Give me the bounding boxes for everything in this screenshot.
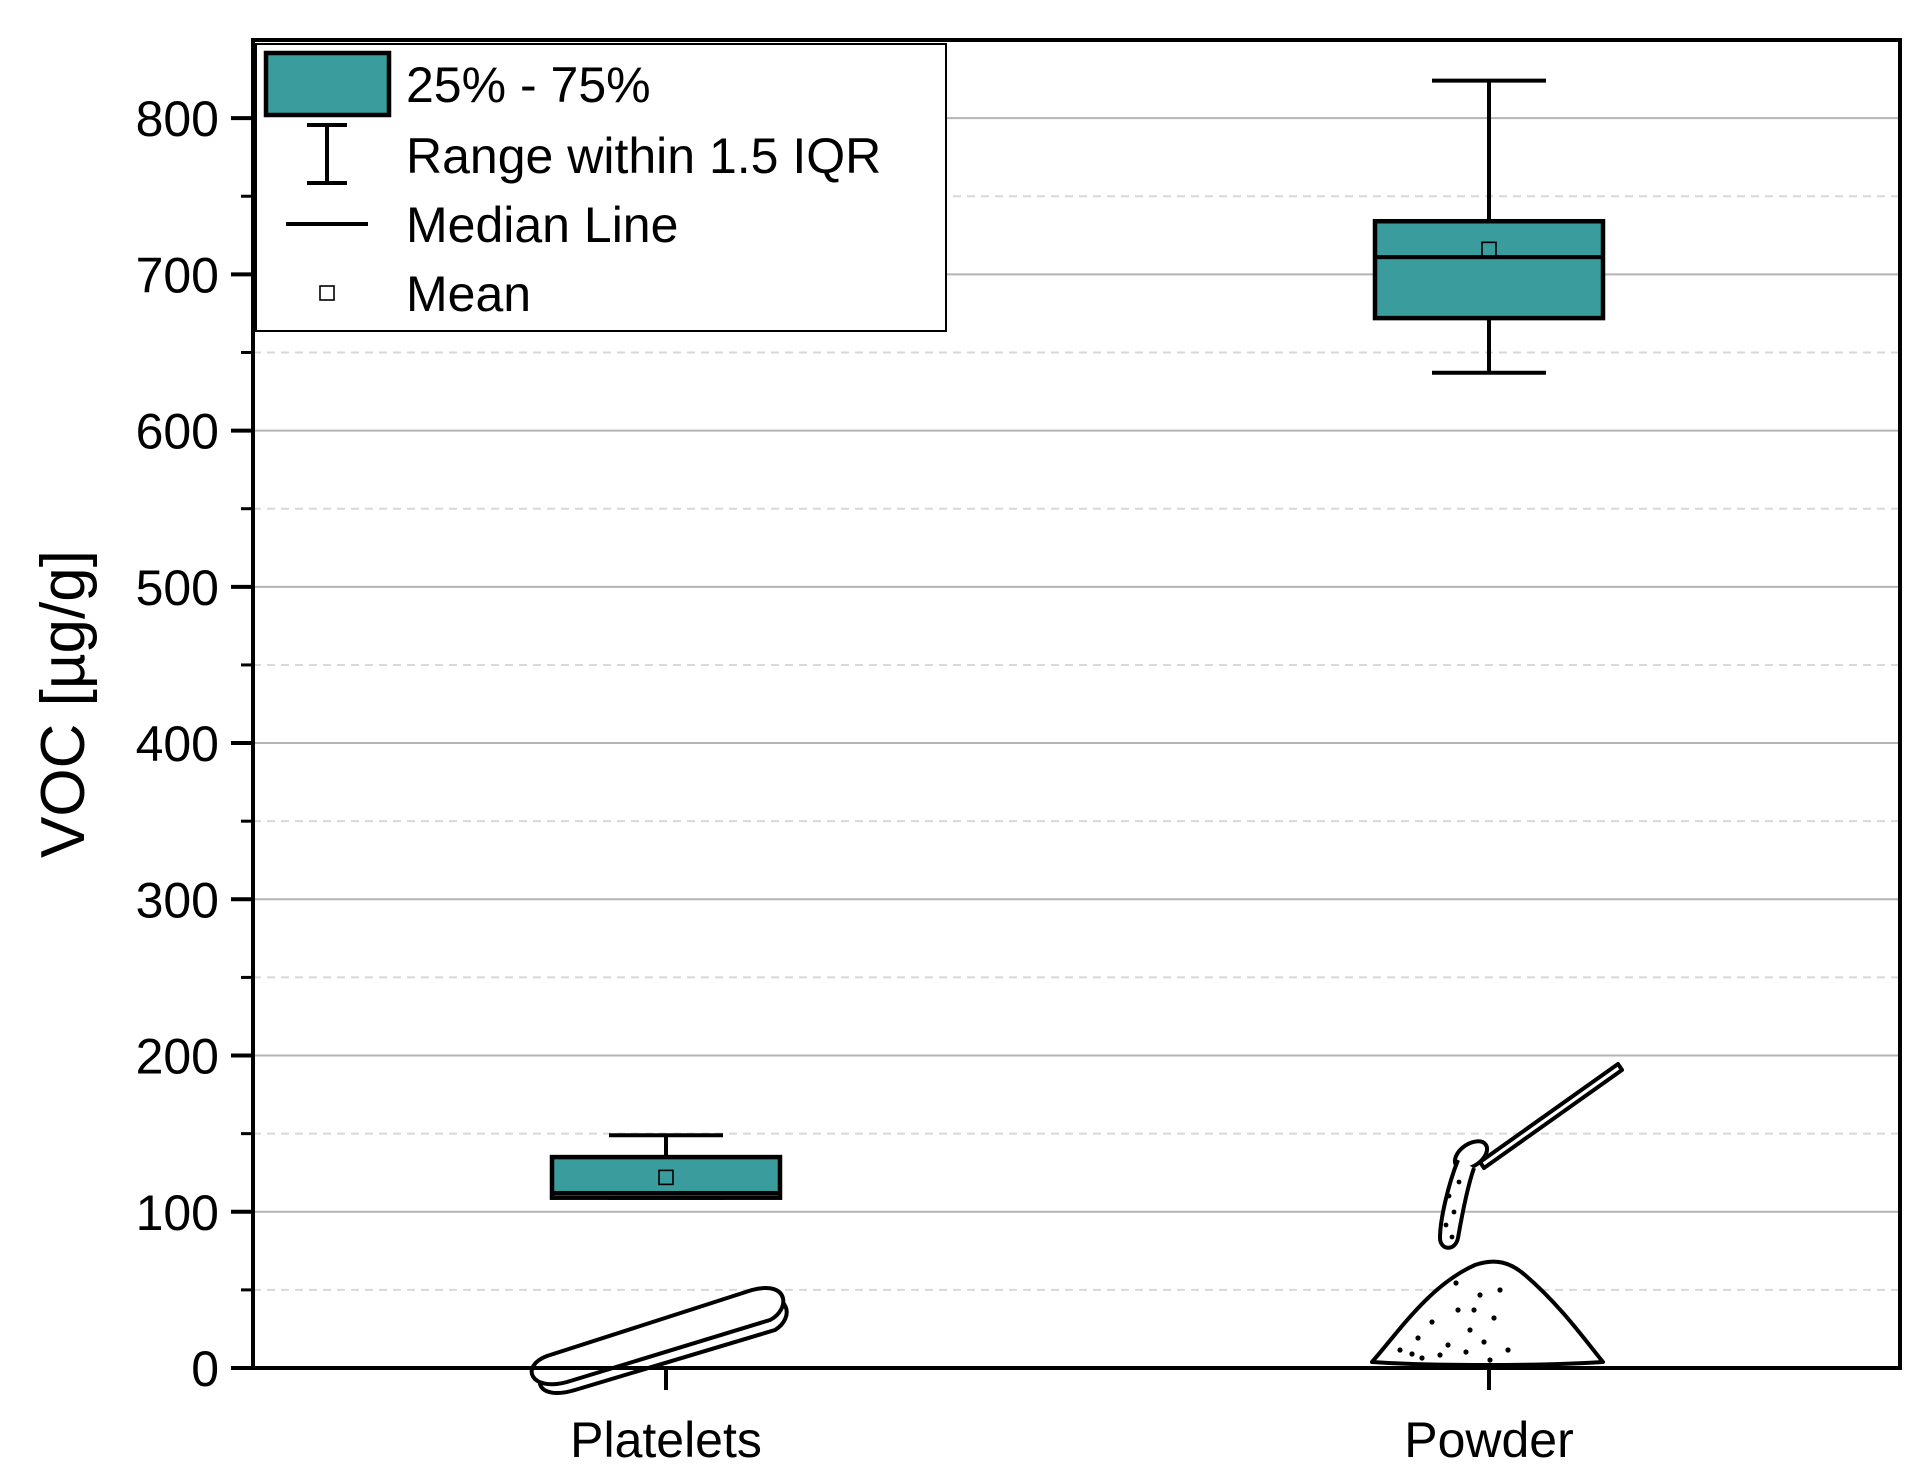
y-tick-label: 100 xyxy=(136,1185,219,1241)
legend-item: Median Line xyxy=(286,197,678,253)
grid-lines xyxy=(253,117,1900,1291)
legend-box-swatch xyxy=(263,50,392,118)
legend-item: Mean xyxy=(319,266,531,322)
y-tick-label: 200 xyxy=(136,1029,219,1085)
iqr-box xyxy=(1372,218,1606,321)
x-tick-label: Platelets xyxy=(570,1412,762,1468)
y-tick-label: 300 xyxy=(136,872,219,928)
legend-item: 25% - 75% xyxy=(263,50,651,118)
mean-marker xyxy=(658,1169,674,1186)
box-platelets xyxy=(549,1133,783,1200)
legend-label: Mean xyxy=(406,266,531,322)
box-series xyxy=(549,78,1606,1200)
legend: 25% - 75% Range within 1.5 IQR Median Line… xyxy=(255,43,947,332)
x-tick-label: Powder xyxy=(1404,1412,1574,1468)
legend-item: Range within 1.5 IQR xyxy=(307,123,881,185)
legend-label: Median Line xyxy=(406,197,678,253)
plot-frame xyxy=(251,38,1902,1370)
y-tick-label: 600 xyxy=(136,404,219,460)
y-tick-label: 500 xyxy=(136,560,219,616)
legend-label: Range within 1.5 IQR xyxy=(406,128,881,184)
powder-pile-icon xyxy=(1370,1259,1605,1367)
y-tick-label: 400 xyxy=(136,716,219,772)
iqr-box xyxy=(549,1154,783,1200)
legend-mean-swatch xyxy=(319,285,335,301)
platelet-icon xyxy=(529,1286,789,1395)
y-axis-title: VOC [µg/g] xyxy=(29,550,98,858)
legend-label: 25% - 75% xyxy=(406,57,651,113)
box-powder xyxy=(1372,78,1606,375)
y-tick-label: 0 xyxy=(191,1341,219,1397)
mean-marker xyxy=(1481,241,1497,258)
spoon-icon xyxy=(1437,1062,1624,1250)
y-tick-label: 700 xyxy=(136,247,219,303)
axes: 0 100 200 300 400 500 600 700 800 Platelets Powder… xyxy=(29,38,1902,1468)
illustrations xyxy=(529,1062,1624,1395)
y-tick-label: 800 xyxy=(136,91,219,147)
